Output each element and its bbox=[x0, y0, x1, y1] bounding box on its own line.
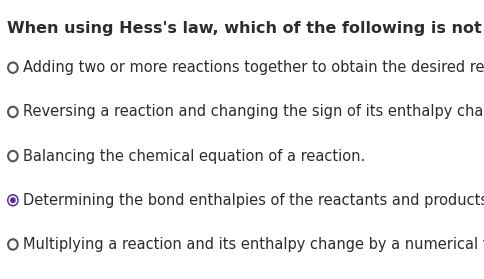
Text: Multiplying a reaction and its enthalpy change by a numerical facto: Multiplying a reaction and its enthalpy … bbox=[23, 237, 484, 252]
Text: Determining the bond enthalpies of the reactants and products.: Determining the bond enthalpies of the r… bbox=[23, 193, 484, 208]
Circle shape bbox=[8, 239, 17, 249]
Text: Reversing a reaction and changing the sign of its enthalpy change.: Reversing a reaction and changing the si… bbox=[23, 104, 484, 119]
Circle shape bbox=[8, 195, 18, 206]
Text: Adding two or more reactions together to obtain the desired reactio: Adding two or more reactions together to… bbox=[23, 60, 484, 75]
Circle shape bbox=[9, 196, 16, 204]
Circle shape bbox=[8, 63, 17, 73]
Circle shape bbox=[8, 151, 17, 161]
Text: When using Hess's law, which of the following is not a valid step?: When using Hess's law, which of the foll… bbox=[6, 21, 484, 36]
Text: Balancing the chemical equation of a reaction.: Balancing the chemical equation of a rea… bbox=[23, 149, 364, 163]
Circle shape bbox=[8, 107, 17, 117]
Circle shape bbox=[11, 198, 15, 203]
